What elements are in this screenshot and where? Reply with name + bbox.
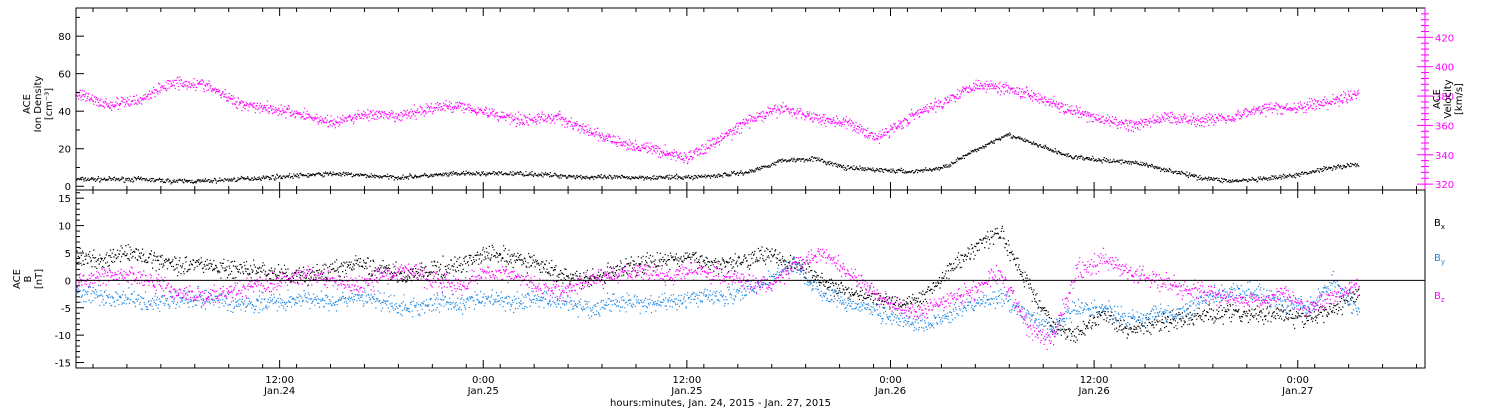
density-tick-label: 60	[58, 70, 71, 81]
x-tick-label-time: 12:00	[265, 375, 294, 386]
x-tick-label-date: Jan.24	[263, 386, 295, 397]
velocity-axis-label-line-2: Velocity	[1443, 79, 1454, 118]
field-tick-label: 15	[58, 194, 71, 205]
ion-density-velocity-panel: 0 20 40 60 80 320 340 360 380 400 420 ACE Ion Dens…	[22, 7, 1465, 193]
x-tick-label-date: Jan.26	[874, 386, 906, 397]
x-axis-label: hours:minutes, Jan. 24, 2015 - Jan. 27, …	[610, 398, 831, 409]
density-axis-label-line-3: [cm⁻³]	[44, 88, 55, 120]
x-tick-label-date: Jan.27	[1281, 386, 1313, 397]
density-tick-label: 20	[58, 145, 71, 156]
velocity-tick-label: 400	[1435, 63, 1454, 74]
legend-By: By	[1434, 253, 1445, 266]
magnetic-field-panel: -15-10-505101512:00Jan.240:00Jan.2512:00…	[12, 189, 1445, 409]
field-axis-label-line-3: [nT]	[34, 269, 45, 289]
density-tick-label: 40	[58, 107, 71, 118]
density-tick-label: 80	[58, 32, 71, 43]
x-tick-label-time: 0:00	[879, 375, 901, 386]
legend-Bz: Bz	[1434, 291, 1445, 304]
field-tick-label: 5	[65, 249, 71, 260]
field-tick-label: -15	[55, 359, 71, 370]
field-tick-label: 10	[58, 222, 71, 233]
velocity-tick-label: 420	[1435, 33, 1454, 44]
velocity-tick-label: 360	[1435, 121, 1454, 132]
density-tick-label: 0	[65, 182, 71, 193]
velocity-series	[76, 76, 1360, 165]
x-tick-label-time: 0:00	[1287, 375, 1309, 386]
field-legend: Bx By Bz	[1434, 218, 1445, 304]
velocity-axis-label-line-1: ACE	[1432, 89, 1443, 109]
velocity-axis-label-line-3: [km/s]	[1454, 83, 1465, 115]
velocity-tick-label: 380	[1435, 92, 1454, 103]
top-panel-axes: 0 20 40 60 80 320 340 360 380 400 420	[58, 7, 1454, 193]
x-tick-label-date: Jan.25	[670, 386, 702, 397]
bottom-panel-frame	[75, 189, 1426, 369]
x-tick-label-date: Jan.25	[467, 386, 499, 397]
field-axis-label-line-1: ACE	[12, 269, 23, 289]
velocity-tick-label: 340	[1435, 151, 1454, 162]
x-tick-label-time: 12:00	[1080, 375, 1109, 386]
density-axis-label-line-2: Ion Density	[33, 76, 44, 133]
bottom-panel-axes: -15-10-505101512:00Jan.240:00Jan.2512:00…	[55, 189, 1426, 397]
legend-Bx: Bx	[1434, 218, 1445, 231]
velocity-points	[76, 76, 1360, 165]
velocity-tick-label: 320	[1435, 180, 1454, 191]
density-axis-label-line-1: ACE	[22, 94, 33, 114]
field-tick-label: -5	[61, 304, 71, 315]
x-tick-label-time: 0:00	[472, 375, 494, 386]
field-tick-label: -10	[55, 331, 71, 342]
x-tick-label-time: 12:00	[672, 375, 701, 386]
field-tick-label: 0	[65, 276, 71, 287]
field-axis-label-line-2: B	[23, 275, 34, 282]
x-tick-label-date: Jan.26	[1077, 386, 1109, 397]
